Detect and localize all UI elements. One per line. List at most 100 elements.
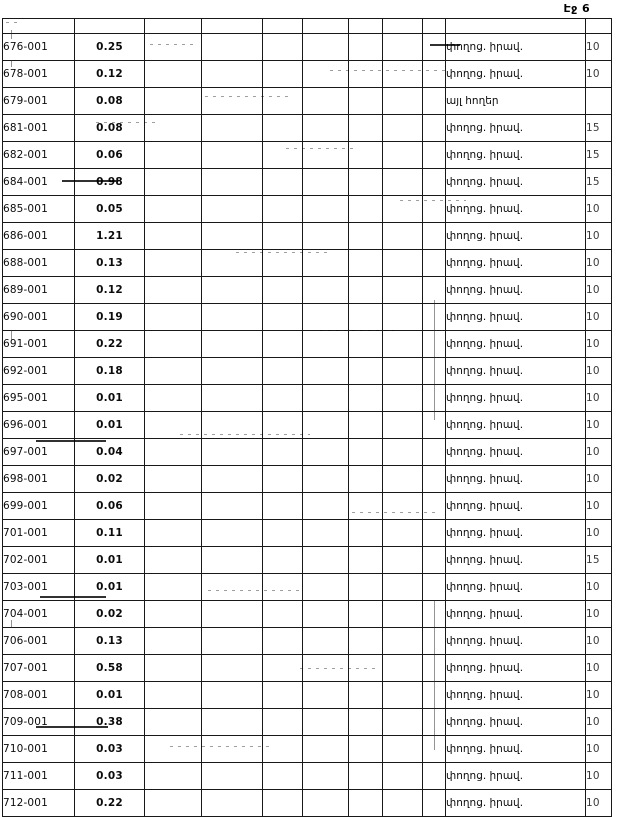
cell-edge-value: 10 xyxy=(585,789,612,817)
table-row[interactable]: 689-001 0.12 փողոց. իրավ. 10 xyxy=(2,276,612,304)
table-cell-empty xyxy=(382,18,423,34)
table-cell-empty xyxy=(585,18,612,34)
table-row[interactable]: 691-001 0.22 փողոց. իրավ. 10 xyxy=(2,330,612,358)
cell-area-value: 0.38 xyxy=(74,708,145,736)
table-row[interactable]: 702-001 0.01 փողոց. իրավ. 15 xyxy=(2,546,612,574)
table-row[interactable]: 704-001 0.02 փողոց. իրավ. 10 xyxy=(2,600,612,628)
table-row[interactable]: 688-001 0.13 փողոց. իրավ. 10 xyxy=(2,249,612,277)
table-cell-empty xyxy=(348,519,383,547)
table-cell-empty xyxy=(201,60,263,88)
table-cell-empty xyxy=(302,492,349,520)
table-cell-empty xyxy=(422,276,446,304)
table-row[interactable]: 695-001 0.01 փողոց. իրավ. 10 xyxy=(2,384,612,412)
table-cell-empty xyxy=(422,33,446,61)
table-row[interactable]: 701-001 0.11 փողոց. իրավ. 10 xyxy=(2,519,612,547)
table-cell-empty xyxy=(302,384,349,412)
table-cell-empty xyxy=(302,60,349,88)
table-cell-empty xyxy=(262,357,303,385)
table-cell-empty xyxy=(262,438,303,466)
cell-land-use-note: փողոց. իրավ. xyxy=(445,249,586,277)
table-cell-empty xyxy=(302,222,349,250)
table-cell-empty xyxy=(348,438,383,466)
table-row[interactable]: 696-001 0.01 փողոց. իրավ. 10 xyxy=(2,411,612,439)
table-cell-empty xyxy=(144,681,202,709)
table-cell-empty xyxy=(144,303,202,331)
table-cell-empty xyxy=(144,60,202,88)
table-cell-empty xyxy=(422,654,446,682)
cell-edge-value: 10 xyxy=(585,222,612,250)
table-row[interactable]: 684-001 0.98 փողոց. իրավ. 15 xyxy=(2,168,612,196)
cell-land-use-note: փողոց. իրավ. xyxy=(445,141,586,169)
table-cell-empty xyxy=(382,276,423,304)
table-cell-empty xyxy=(144,465,202,493)
table-cell-empty xyxy=(382,60,423,88)
table-cell-empty xyxy=(262,195,303,223)
table-row[interactable]: 690-001 0.19 փողոց. իրավ. 10 xyxy=(2,303,612,331)
table-cell-empty xyxy=(144,492,202,520)
table-cell-empty xyxy=(348,573,383,601)
table-cell-empty xyxy=(302,276,349,304)
table-row[interactable]: 698-001 0.02 փողոց. իրավ. 10 xyxy=(2,465,612,493)
table-row[interactable]: 692-001 0.18 փողոց. իրավ. 10 xyxy=(2,357,612,385)
table-row[interactable]: 703-001 0.01 փողոց. իրավ. 10 xyxy=(2,573,612,601)
cell-area-value: 0.02 xyxy=(74,600,145,628)
table-row[interactable]: 685-001 0.05 փողոց. իրավ. 10 xyxy=(2,195,612,223)
table-cell-empty xyxy=(201,195,263,223)
table-cell-empty xyxy=(262,411,303,439)
cell-edge-value: 10 xyxy=(585,384,612,412)
table-cell-empty xyxy=(144,411,202,439)
table-row[interactable]: 706-001 0.13 փողոց. իրավ. 10 xyxy=(2,627,612,655)
table-cell-empty xyxy=(382,33,423,61)
cell-parcel-id: 692-001 xyxy=(2,357,75,385)
table-cell-empty xyxy=(302,465,349,493)
cell-land-use-note: փողոց. իրավ. xyxy=(445,492,586,520)
table-cell-empty xyxy=(348,195,383,223)
table-cell-empty xyxy=(348,168,383,196)
table-cell-empty xyxy=(201,411,263,439)
table-cell-empty xyxy=(262,33,303,61)
table-row[interactable]: 676-001 0.25 փողոց. իրավ. 10 xyxy=(2,33,612,61)
table-row[interactable]: 707-001 0.58 փողոց. իրավ. 10 xyxy=(2,654,612,682)
cell-area-value: 0.13 xyxy=(74,249,145,277)
cell-parcel-id: 701-001 xyxy=(2,519,75,547)
cell-area-value: 0.01 xyxy=(74,546,145,574)
table-cell-empty xyxy=(144,573,202,601)
cell-land-use-note: փողոց. իրավ. xyxy=(445,357,586,385)
table-row[interactable]: 712-001 0.22 փողոց. իրավ. 10 xyxy=(2,789,612,817)
table-cell-empty xyxy=(201,519,263,547)
cell-edge-value: 10 xyxy=(585,762,612,790)
table-cell-empty xyxy=(201,546,263,574)
table-row[interactable]: 708-001 0.01 փողոց. իրավ. 10 xyxy=(2,681,612,709)
table-row[interactable]: 710-001 0.03 փողոց. իրավ. 10 xyxy=(2,735,612,763)
table-row[interactable]: 686-001 1.21 փողոց. իրավ. 10 xyxy=(2,222,612,250)
table-cell-empty xyxy=(144,18,202,34)
cell-edge-value: 10 xyxy=(585,627,612,655)
cell-land-use-note: փողոց. իրավ. xyxy=(445,708,586,736)
table-row[interactable]: 682-001 0.06 փողոց. իրավ. 15 xyxy=(2,141,612,169)
table-row[interactable]: 697-001 0.04 փողոց. իրավ. 10 xyxy=(2,438,612,466)
table-cell-empty xyxy=(144,357,202,385)
table-row[interactable]: 699-001 0.06 փողոց. իրավ. 10 xyxy=(2,492,612,520)
table-cell-empty xyxy=(302,114,349,142)
cell-parcel-id: 691-001 xyxy=(2,330,75,358)
cell-land-use-note: փողոց. իրավ. xyxy=(445,303,586,331)
table-cell-empty xyxy=(262,519,303,547)
table-cell-empty xyxy=(262,465,303,493)
table-cell-empty xyxy=(382,222,423,250)
cell-parcel-id: 695-001 xyxy=(2,384,75,412)
cell-area-value: 0.01 xyxy=(74,411,145,439)
table-row[interactable]: 681-001 0.08 փողոց. իրավ. 15 xyxy=(2,114,612,142)
cell-area-value: 0.01 xyxy=(74,384,145,412)
table-row[interactable]: 711-001 0.03 փողոց. իրավ. 10 xyxy=(2,762,612,790)
table-cell-empty xyxy=(201,762,263,790)
table-cell-empty xyxy=(144,600,202,628)
table-cell-empty xyxy=(201,18,263,34)
table-row-partial xyxy=(2,18,612,34)
table-cell-empty xyxy=(348,411,383,439)
cell-parcel-id: 709-001 xyxy=(2,708,75,736)
table-row[interactable]: 709-001 0.38 փողոց. իրավ. 10 xyxy=(2,708,612,736)
table-cell-empty xyxy=(348,114,383,142)
table-row[interactable]: 678-001 0.12 փողոց. իրավ. 10 xyxy=(2,60,612,88)
table-row[interactable]: 679-001 0.08 այլ հողեր xyxy=(2,87,612,115)
cell-parcel-id: 704-001 xyxy=(2,600,75,628)
